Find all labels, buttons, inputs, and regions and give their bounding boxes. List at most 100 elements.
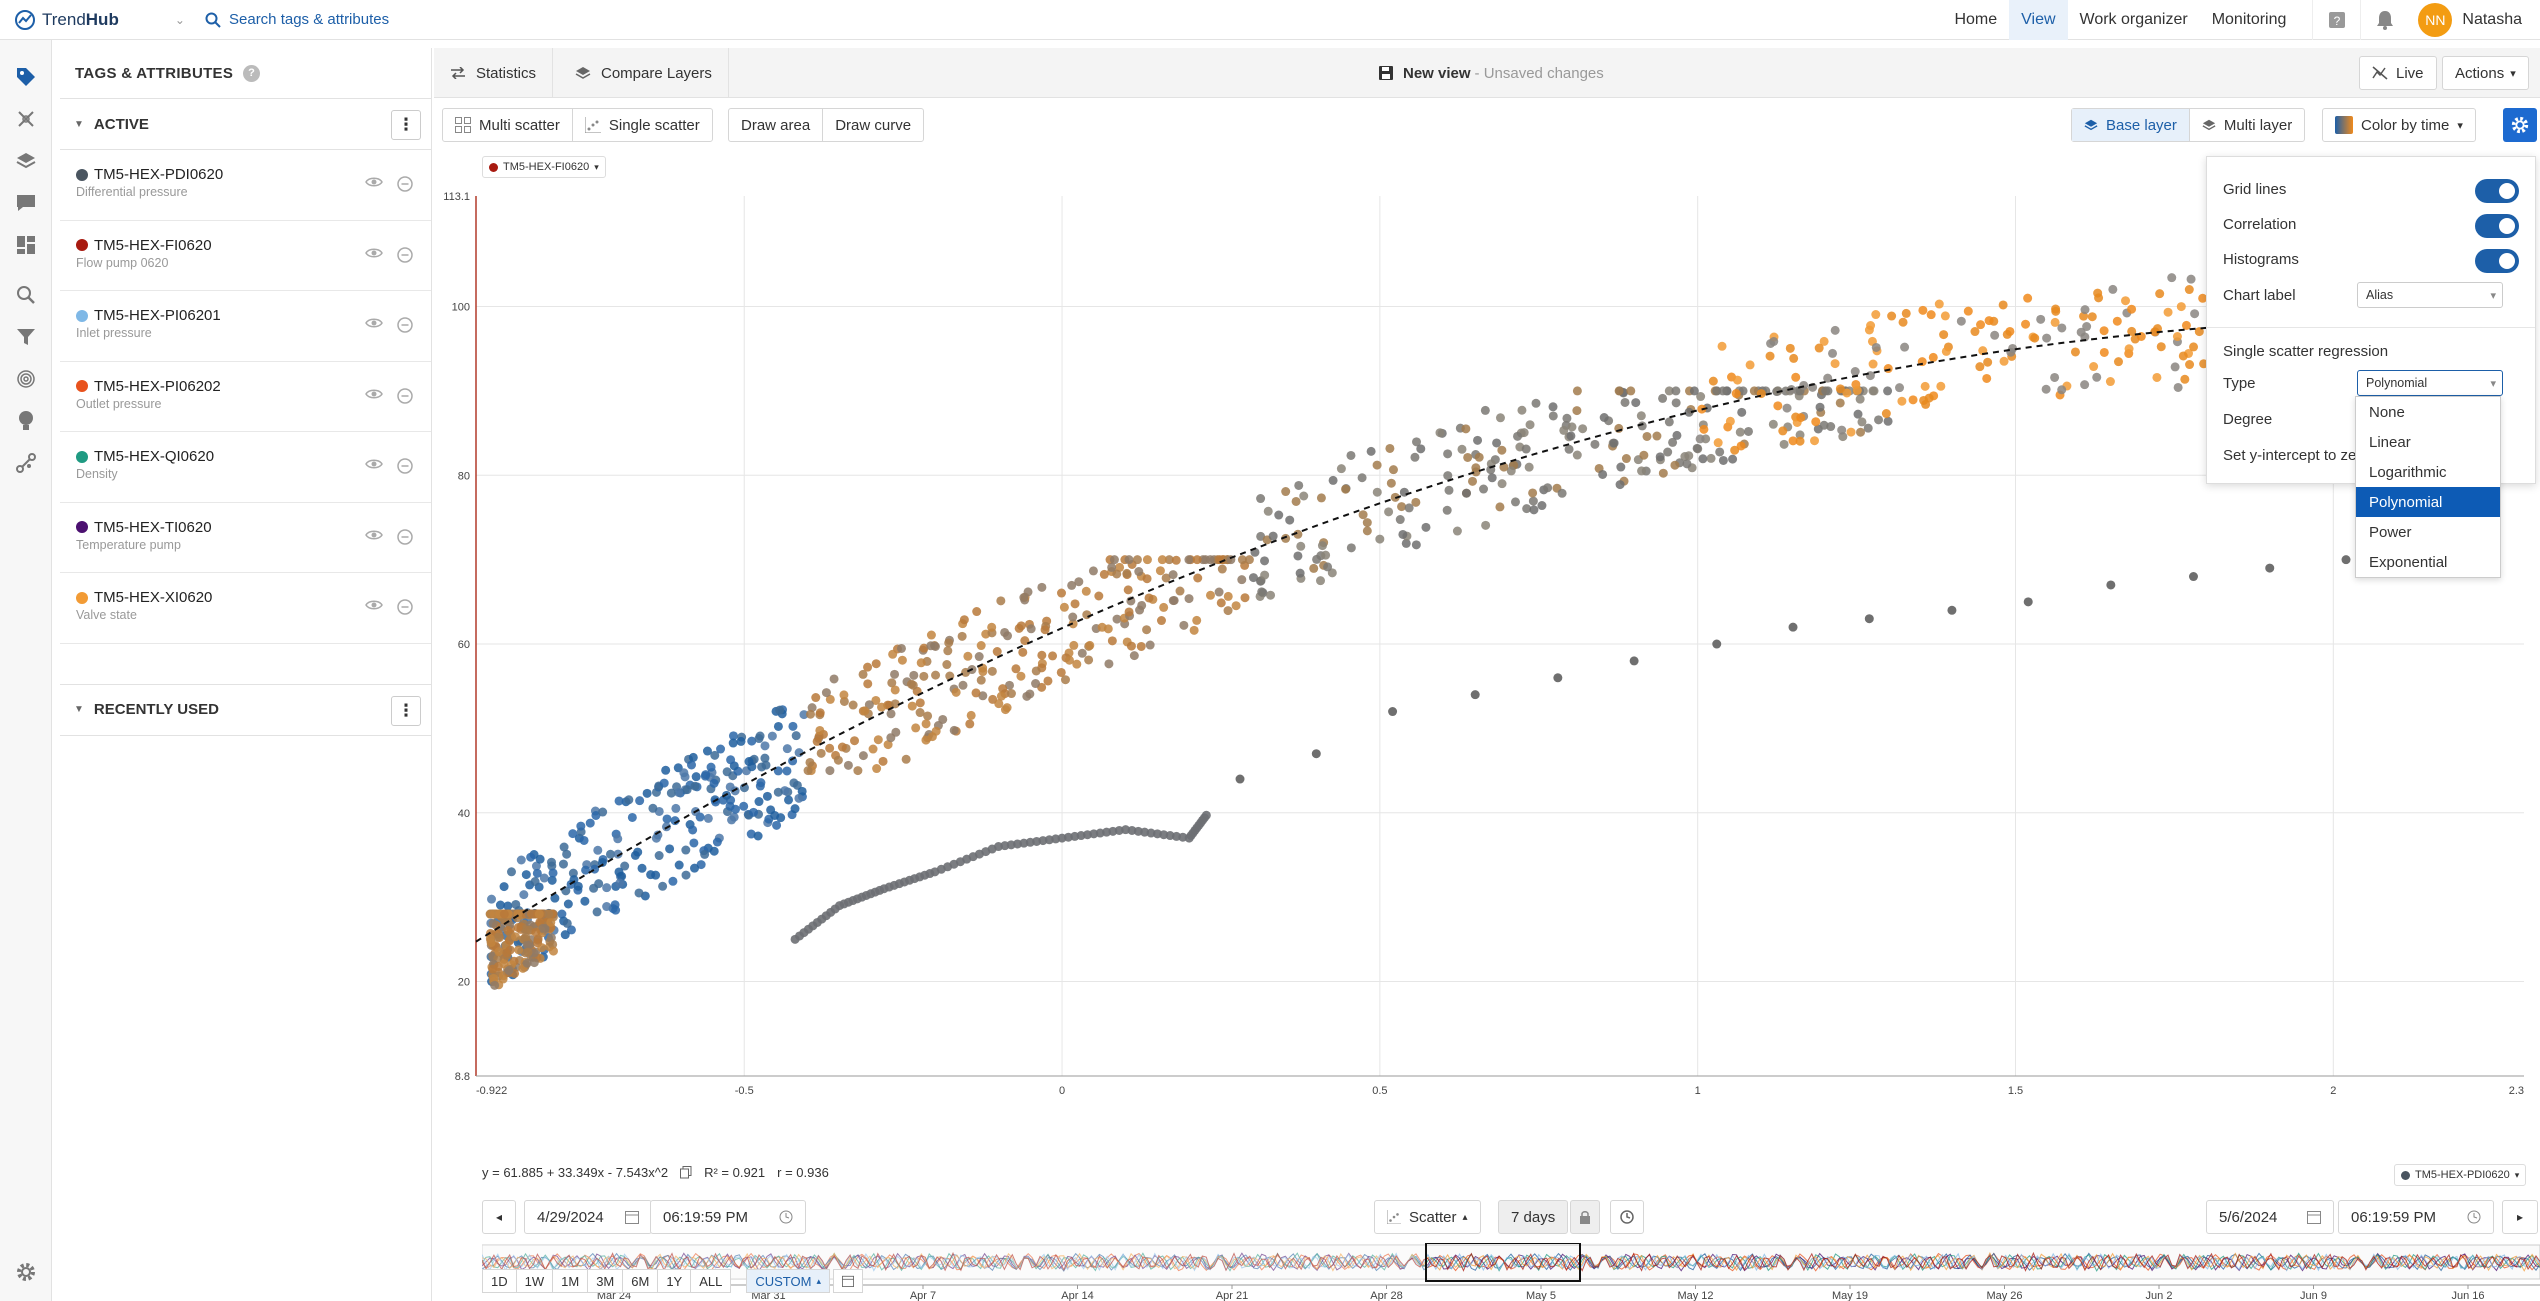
reset-range-button[interactable]	[1610, 1200, 1644, 1234]
tag-item[interactable]: TM5-HEX-QI0620 Density	[60, 432, 431, 503]
next-range-button[interactable]: ▸	[2502, 1200, 2538, 1234]
regression-option-power[interactable]: Power	[2369, 523, 2412, 541]
eye-icon[interactable]	[365, 317, 383, 329]
actions-button[interactable]: Actions ▾	[2442, 56, 2529, 90]
start-time-field[interactable]: 06:19:59 PM	[650, 1200, 806, 1234]
tag-item[interactable]: TM5-HEX-PDI0620 Differential pressure	[60, 150, 431, 221]
recent-section-header[interactable]: ▼ RECENTLY USED ⋮	[60, 683, 431, 736]
range-preset-6m[interactable]: 6M	[622, 1269, 659, 1293]
tag-item[interactable]: TM5-HEX-FI0620 Flow pump 0620	[60, 221, 431, 291]
insights-nav-button[interactable]	[0, 400, 52, 442]
regression-option-polynomial[interactable]: Polynomial	[2356, 487, 2500, 517]
scatter-chart[interactable]: -0.922 -0.5 0 0.5 1 1.5 2 2.3 8.8 20 40 60 80 100 113.…	[434, 48, 2540, 1168]
chart-settings-button[interactable]	[2503, 108, 2537, 142]
range-preset-1d[interactable]: 1D	[482, 1269, 517, 1293]
draw-curve-button[interactable]: Draw curve	[835, 116, 912, 134]
eye-icon[interactable]	[365, 247, 383, 259]
regression-type-select[interactable]: Polynomial	[2357, 370, 2503, 396]
range-preset-all[interactable]: ALL	[690, 1269, 732, 1293]
y-axis-tag-selector[interactable]: TM5-HEX-FI0620 ▾	[482, 156, 606, 178]
start-date-field[interactable]: 4/29/2024	[524, 1200, 652, 1234]
nav-monitoring[interactable]: Monitoring	[2211, 11, 2287, 28]
tab-statistics[interactable]: Statistics	[434, 48, 554, 98]
calendar-range-button[interactable]	[833, 1269, 863, 1293]
nav-work-organizer[interactable]: Work organizer	[2079, 11, 2188, 28]
remove-icon[interactable]	[397, 599, 413, 615]
formulas-nav-button[interactable]	[0, 98, 52, 140]
single-scatter-button[interactable]: Single scatter	[573, 109, 712, 141]
fingerprint-nav-button[interactable]	[0, 358, 52, 400]
more-options-button[interactable]: ⋮	[391, 110, 421, 140]
calendar-icon[interactable]	[2307, 1210, 2321, 1224]
chart-mode-dropdown[interactable]: Scatter ▴	[1374, 1200, 1481, 1234]
eye-icon[interactable]	[365, 176, 383, 188]
base-layer-button[interactable]: Base layer	[2072, 109, 2190, 141]
notifications-button[interactable]	[2360, 0, 2408, 40]
clock-icon[interactable]	[2467, 1210, 2481, 1224]
help-button[interactable]: ?	[2312, 0, 2360, 40]
help-icon[interactable]: ?	[243, 64, 261, 82]
custom-range-button[interactable]: CUSTOM ▴	[746, 1269, 830, 1293]
correlation-toggle[interactable]	[2475, 214, 2519, 238]
histograms-toggle[interactable]	[2475, 249, 2519, 273]
remove-icon[interactable]	[397, 176, 413, 192]
end-date-field[interactable]: 5/6/2024	[2206, 1200, 2334, 1234]
range-preset-1y[interactable]: 1Y	[657, 1269, 692, 1293]
tag-item[interactable]: TM5-HEX-PI06201 Inlet pressure	[60, 291, 431, 362]
tags-nav-button[interactable]	[0, 56, 52, 98]
regression-option-none[interactable]: None	[2369, 403, 2405, 421]
app-logo[interactable]: TrendHub ⌄	[0, 9, 185, 31]
clock-icon[interactable]	[779, 1210, 793, 1224]
layers-nav-button[interactable]	[0, 140, 52, 182]
timeline-navigator[interactable]: Mar 24 Mar 31 Apr 7 Apr 14 Apr 21 Apr 28 May 5…	[482, 1243, 2540, 1301]
eye-icon[interactable]	[365, 599, 383, 611]
remove-icon[interactable]	[397, 458, 413, 474]
range-preset-1w[interactable]: 1W	[515, 1269, 554, 1293]
nav-view[interactable]: View	[2009, 0, 2068, 40]
chart-label-select[interactable]: Alias	[2357, 282, 2503, 308]
end-time-field[interactable]: 06:19:59 PM	[2338, 1200, 2494, 1234]
active-section-header[interactable]: ▼ ACTIVE ⋮	[60, 98, 431, 150]
chevron-down-icon[interactable]: ⌄	[174, 12, 185, 27]
remove-icon[interactable]	[397, 387, 413, 404]
previous-range-button[interactable]: ◂	[482, 1200, 516, 1234]
caret-down-icon[interactable]: ▼	[74, 704, 84, 715]
range-preset-3m[interactable]: 3M	[587, 1269, 624, 1293]
grid-lines-toggle[interactable]	[2475, 179, 2519, 203]
calendar-icon[interactable]	[625, 1210, 639, 1224]
dashboard-nav-button[interactable]	[0, 224, 52, 266]
eye-icon[interactable]	[365, 458, 383, 470]
avatar[interactable]: NN	[2418, 3, 2453, 37]
x-axis-tag-selector[interactable]: TM5-HEX-PDI0620 ▾	[2394, 1164, 2527, 1186]
regression-option-logarithmic[interactable]: Logarithmic	[2369, 463, 2447, 481]
tag-item[interactable]: TM5-HEX-PI06202 Outlet pressure	[60, 362, 431, 432]
nav-home[interactable]: Home	[1954, 11, 1998, 28]
live-button[interactable]: Live	[2359, 56, 2437, 90]
more-options-button[interactable]: ⋮	[391, 695, 421, 726]
tag-item[interactable]: TM5-HEX-TI0620 Temperature pump	[60, 503, 431, 573]
settings-nav-button[interactable]	[0, 1251, 52, 1293]
remove-icon[interactable]	[397, 246, 413, 263]
draw-area-button[interactable]: Draw area	[729, 109, 824, 141]
copy-icon[interactable]	[680, 1166, 692, 1179]
eye-icon[interactable]	[365, 529, 383, 541]
user-menu[interactable]: Natasha	[2462, 11, 2522, 28]
regression-option-exponential[interactable]: Exponential	[2369, 553, 2448, 571]
lock-duration-button[interactable]	[1570, 1200, 1600, 1234]
regression-option-linear[interactable]: Linear	[2369, 433, 2411, 451]
tag-item[interactable]: TM5-HEX-XI0620 Valve state	[60, 573, 431, 644]
remove-icon[interactable]	[397, 317, 413, 333]
tab-compare-layers[interactable]: Compare Layers	[559, 48, 729, 98]
multi-scatter-button[interactable]: Multi scatter	[443, 109, 573, 141]
color-by-time-dropdown[interactable]: Color by time ▾	[2322, 108, 2476, 142]
eye-icon[interactable]	[365, 388, 383, 400]
remove-icon[interactable]	[397, 528, 413, 545]
search-placeholder[interactable]: Search tags & attributes	[229, 11, 390, 28]
view-name[interactable]: New view - Unsaved changes	[1379, 48, 1604, 98]
range-preset-1m[interactable]: 1M	[552, 1269, 589, 1293]
filter-nav-button[interactable]	[0, 316, 52, 358]
connections-nav-button[interactable]	[0, 442, 52, 484]
caret-down-icon[interactable]: ▼	[74, 118, 84, 130]
duration-field[interactable]: 7 days	[1498, 1200, 1569, 1234]
search-nav-button[interactable]	[0, 274, 52, 316]
